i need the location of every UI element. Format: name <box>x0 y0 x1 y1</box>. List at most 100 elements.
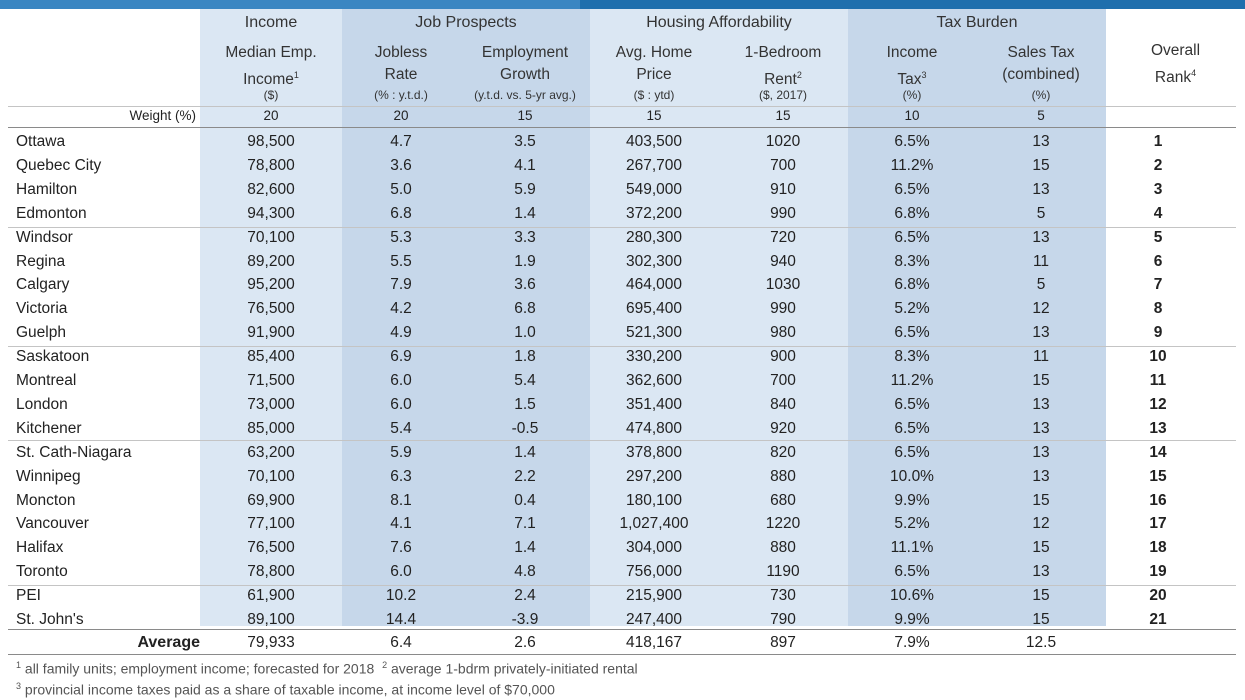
table-cell: 76,500 <box>247 300 295 318</box>
table-cell: 6.0 <box>390 395 412 413</box>
table-cell: 6.8 <box>390 204 412 222</box>
table-cell: 1.9 <box>514 252 536 270</box>
city-name: St. John's <box>16 611 84 628</box>
table-cell: 6.5% <box>894 228 930 246</box>
table-cell: 98,500 <box>247 133 295 150</box>
table-cell: 1190 <box>766 563 800 581</box>
column-unit-6: (%) <box>902 88 922 102</box>
city-name: Saskatoon <box>16 348 90 366</box>
row-divider <box>8 585 1236 586</box>
table-cell: 5.2% <box>894 300 930 318</box>
table-cell: 5.0 <box>390 180 412 198</box>
table-cell: 95,200 <box>247 276 295 294</box>
table-cell: 6.0 <box>390 372 412 389</box>
table-cell: 1.4 <box>514 443 536 461</box>
table-cell: 5.5 <box>390 252 412 270</box>
row-divider <box>8 654 1236 655</box>
weight-cell: 10 <box>904 108 920 123</box>
table-cell: 13 <box>1032 324 1050 342</box>
row-divider <box>8 629 1236 630</box>
average-cell: 897 <box>770 634 796 651</box>
table-cell: 4.7 <box>390 133 412 150</box>
table-cell: 1.8 <box>514 348 536 366</box>
table-cell: 403,500 <box>625 133 683 150</box>
table-cell: 10.0% <box>890 467 934 485</box>
table-cell: 1.5 <box>514 395 536 413</box>
overall-rank: 8 <box>1153 300 1163 318</box>
table-cell: 63,200 <box>247 443 295 461</box>
city-name: Regina <box>16 252 66 270</box>
column-header-6: Income Tax3 <box>886 44 938 89</box>
overall-rank: 15 <box>1149 467 1167 485</box>
overall-rank: 4 <box>1153 204 1163 222</box>
table-cell: 11 <box>1032 252 1050 270</box>
city-name: Victoria <box>16 300 68 318</box>
table-cell: 12 <box>1032 300 1050 318</box>
table-cell: 11 <box>1032 348 1050 366</box>
table-cell: 6.8% <box>894 276 930 294</box>
overall-rank: 21 <box>1149 611 1167 628</box>
table-cell: 7.6 <box>390 539 412 557</box>
table-cell: 940 <box>770 252 796 270</box>
table-cell: 8.3% <box>894 252 930 270</box>
table-cell: 6.5% <box>894 419 930 437</box>
table-cell: 13 <box>1032 133 1050 150</box>
table-cell: 5.3 <box>390 228 412 246</box>
table-cell: 4.9 <box>390 324 412 342</box>
table-cell: 910 <box>770 180 796 198</box>
table-cell: 730 <box>770 587 796 605</box>
column-header-5: 1-Bedroom Rent2 <box>744 44 822 89</box>
table-cell: 700 <box>770 372 796 389</box>
table-cell: 880 <box>770 467 796 485</box>
table-cell: 6.5% <box>894 395 930 413</box>
table-cell: 840 <box>770 395 796 413</box>
table-cell: 695,400 <box>625 300 683 318</box>
table-cell: 15 <box>1032 372 1050 389</box>
weight-label: Weight (%) <box>129 108 196 123</box>
overall-rank: 12 <box>1149 395 1167 413</box>
city-name: Vancouver <box>16 515 89 533</box>
table-cell: 6.8 <box>514 300 536 318</box>
table-cell: 15 <box>1032 491 1050 509</box>
city-name: St. Cath-Niagara <box>16 443 132 461</box>
column-unit-3: (y.t.d. vs. 5-yr avg.) <box>474 88 576 102</box>
table-cell: 1.4 <box>514 539 536 557</box>
column-header-2: Jobless Rate <box>374 44 428 83</box>
table-cell: 6.0 <box>390 563 412 581</box>
row-divider <box>8 106 1236 107</box>
table-cell: 82,600 <box>247 180 295 198</box>
weight-cell: 15 <box>775 108 791 123</box>
overall-rank: 5 <box>1153 228 1163 246</box>
weight-cell: 20 <box>263 108 279 123</box>
column-header-8: Overall Rank4 <box>1150 42 1201 87</box>
column-unit-2: (% : y.t.d.) <box>374 88 428 102</box>
table-cell: 1220 <box>765 515 801 533</box>
table-cell: 6.8% <box>894 204 930 222</box>
column-unit-5: ($, 2017) <box>758 88 808 102</box>
income-band <box>200 9 342 626</box>
table-cell: 1.0 <box>514 324 536 342</box>
overall-rank: 13 <box>1149 419 1167 437</box>
average-cell: 6.4 <box>390 634 412 651</box>
table-cell: 5 <box>1036 276 1046 294</box>
weight-cell: 5 <box>1037 108 1045 123</box>
average-cell: 79,933 <box>247 634 295 651</box>
table-cell: 4.1 <box>514 156 536 174</box>
table-cell: 680 <box>770 491 796 509</box>
overall-rank: 2 <box>1153 156 1163 174</box>
table-cell: 7.1 <box>514 515 536 533</box>
table-cell: 880 <box>770 539 796 557</box>
table-cell: 720 <box>770 228 796 246</box>
table-cell: 13 <box>1032 467 1050 485</box>
table-cell: 85,400 <box>247 348 295 366</box>
table-cell: 790 <box>770 611 796 628</box>
table-cell: 920 <box>770 419 796 437</box>
table-cell: 215,900 <box>625 587 683 605</box>
table-cell: 15 <box>1032 587 1050 605</box>
city-name: Edmonton <box>16 204 87 222</box>
table-cell: 13 <box>1032 443 1050 461</box>
table-cell: 1030 <box>765 276 801 294</box>
overall-rank: 11 <box>1149 372 1167 389</box>
table-cell: 11.1% <box>890 539 934 557</box>
city-name: Toronto <box>16 563 68 581</box>
